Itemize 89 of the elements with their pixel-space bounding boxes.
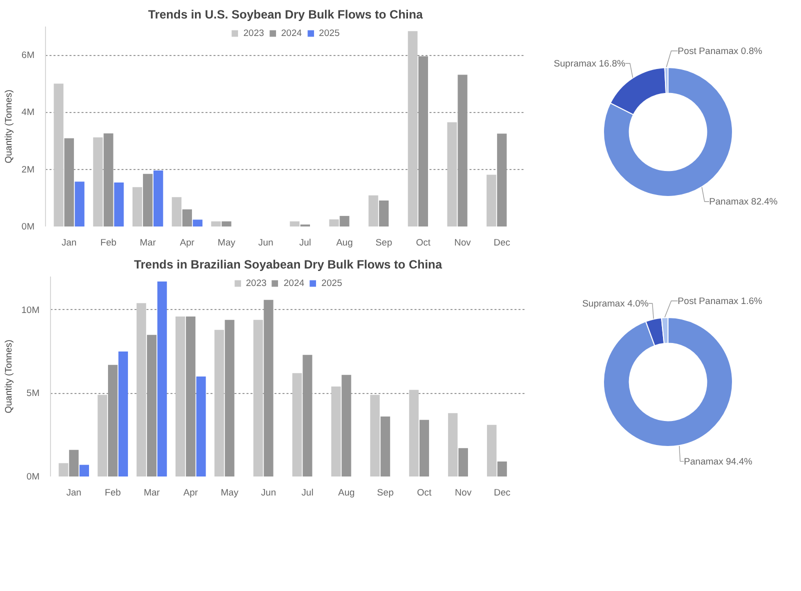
bar: [153, 170, 164, 226]
x-tick-label: Apr: [180, 238, 194, 248]
x-tick-label: Feb: [104, 488, 121, 498]
x-tick-label: Jan: [66, 488, 82, 498]
x-tick-label: Dec: [494, 488, 511, 498]
bar: [176, 316, 186, 476]
bar: [182, 209, 192, 226]
x-tick-label: Dec: [494, 238, 511, 248]
x-tick-label: Oct: [417, 488, 432, 498]
bar: [458, 448, 468, 476]
bar: [142, 174, 153, 226]
bar: [340, 216, 350, 226]
bar: [292, 373, 302, 476]
y-tick-label: 4M: [22, 107, 35, 118]
x-tick-label: May: [220, 488, 239, 498]
legend-label: 2023: [246, 278, 267, 288]
bar: [192, 220, 202, 226]
x-tick-label: May: [218, 238, 236, 248]
slice-label: Post Panamax 1.6%: [678, 296, 762, 306]
x-tick-label: Aug: [338, 488, 355, 498]
bar: [214, 330, 224, 476]
bar: [79, 464, 90, 476]
chart-title: Trends in U.S. Soybean Dry Bulk Flows to China: [148, 8, 424, 22]
bar: [458, 74, 468, 226]
y-axis-title: Quantity (Tonnes): [4, 90, 14, 164]
x-tick-label: Oct: [416, 238, 431, 248]
bar: [74, 182, 84, 226]
slice-label: Supramax 16.8%: [554, 58, 626, 68]
bar: [379, 200, 389, 226]
bar: [329, 219, 339, 226]
x-tick-label: Aug: [336, 238, 353, 248]
y-tick-label: 5M: [26, 388, 40, 398]
bar: [368, 195, 378, 226]
x-tick-label: Mar: [144, 488, 160, 498]
bar: [93, 137, 103, 226]
slice-label: Post Panamax 0.8%: [678, 46, 762, 56]
y-tick-label: 10M: [21, 304, 40, 315]
bar: [497, 462, 507, 476]
x-tick-label: Apr: [183, 488, 198, 498]
bar: [157, 282, 167, 476]
y-axis-title: Quantity (Tonnes): [3, 340, 14, 414]
x-tick-label: Jun: [258, 238, 274, 248]
bar: [222, 221, 232, 226]
bar: [370, 394, 380, 476]
legend-label: 2024: [281, 28, 302, 38]
bar: [172, 197, 182, 226]
legend-label: 2023: [243, 28, 264, 38]
y-tick-label: 0M: [26, 472, 40, 482]
bar: [380, 416, 390, 476]
y-tick-label: 0M: [22, 222, 35, 232]
x-tick-label: Jun: [261, 488, 276, 498]
bar: [448, 413, 458, 476]
bar: [331, 386, 341, 476]
x-tick-label: Jul: [302, 488, 314, 498]
bar: [98, 394, 108, 476]
bar: [58, 463, 68, 476]
bar: [69, 450, 79, 476]
bar: [409, 390, 419, 476]
x-tick-label: Nov: [454, 488, 472, 498]
bar: [408, 31, 418, 226]
x-tick-label: Nov: [454, 238, 472, 248]
legend-label: 2025: [321, 278, 342, 288]
slice-label: Supramax 4.0%: [582, 298, 649, 308]
x-tick-label: Jul: [299, 238, 312, 248]
bar: [118, 352, 128, 476]
bar: [132, 187, 142, 226]
bar: [211, 221, 221, 226]
y-tick-label: 6M: [22, 50, 35, 60]
bar: [136, 303, 146, 476]
bar: [253, 320, 263, 476]
slice-label: Panamax 94.4%: [684, 456, 752, 466]
x-tick-label: Feb: [100, 238, 116, 248]
y-tick-label: 2M: [22, 164, 35, 174]
bar: [486, 424, 497, 476]
bar: [486, 174, 496, 226]
bar: [54, 84, 64, 226]
x-tick-label: Jan: [62, 238, 77, 248]
bar: [419, 420, 430, 476]
x-tick-label: Sep: [377, 488, 394, 498]
bar: [114, 182, 124, 226]
bar: [196, 376, 206, 476]
chart-title: Trends in Brazilian Soyabean Dry Bulk Flows to China: [134, 258, 442, 272]
x-tick-label: Mar: [140, 238, 156, 248]
bar: [290, 221, 300, 226]
x-tick-label: Sep: [376, 238, 392, 248]
legend-label: 2024: [284, 278, 304, 288]
slice-label: Panamax 82.4%: [709, 196, 778, 207]
legend-label: 2025: [318, 28, 340, 38]
bar: [447, 122, 457, 226]
